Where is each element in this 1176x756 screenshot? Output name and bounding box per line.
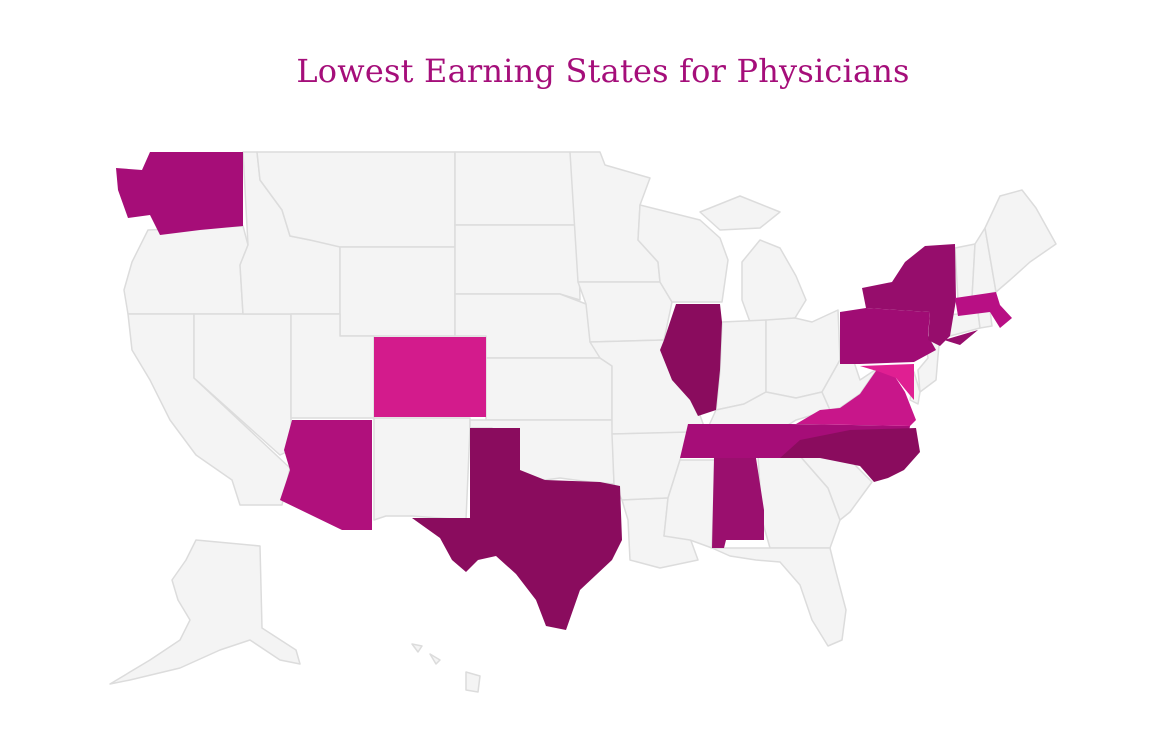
state-oregon	[123, 225, 249, 315]
state-hawaii	[411, 643, 481, 693]
state-alaska	[109, 539, 301, 685]
state-wisconsin	[637, 204, 729, 303]
state-new-mexico	[373, 417, 471, 521]
state-florida	[711, 547, 847, 647]
state-alabama	[712, 458, 764, 548]
state-illinois	[660, 304, 722, 416]
state-arizona	[280, 420, 372, 530]
state-north-dakota	[454, 151, 579, 226]
state-south-dakota	[454, 224, 581, 301]
state-massachusetts	[955, 292, 1012, 328]
state-colorado	[374, 337, 486, 417]
state-north-carolina	[780, 428, 920, 482]
chart-title: Lowest Earning States for Physicians	[296, 52, 910, 90]
state-utah	[290, 313, 375, 419]
state-washington	[116, 152, 243, 235]
state-wyoming	[339, 246, 456, 337]
state-new-york	[862, 244, 978, 346]
state-maine	[984, 189, 1057, 293]
state-pennsylvania	[840, 308, 936, 364]
state-texas	[412, 428, 622, 630]
state-virginia	[796, 368, 916, 426]
state-michigan	[699, 195, 807, 323]
state-iowa	[577, 281, 673, 343]
state-maryland	[860, 364, 914, 400]
state-kansas	[485, 357, 613, 421]
